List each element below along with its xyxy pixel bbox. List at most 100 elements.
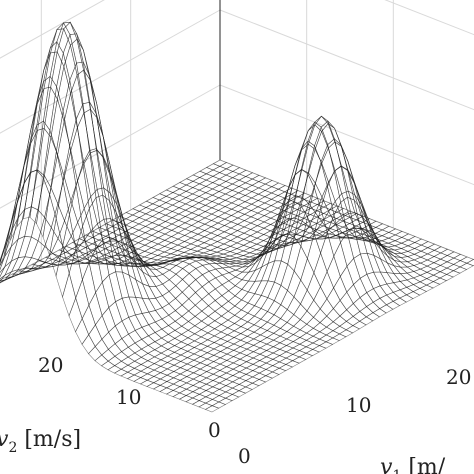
surface-patch [261, 260, 276, 282]
surface-patch [239, 355, 254, 363]
surface-patch [256, 227, 272, 235]
x-tick-label: 20 [446, 365, 471, 389]
surface-patch [23, 100, 38, 166]
surface-patch [419, 284, 434, 292]
surface-patch [222, 245, 238, 252]
surface-patch [226, 356, 241, 364]
surface-patch [170, 238, 186, 246]
y-tick-label: 0 [208, 418, 221, 442]
surface-patch [212, 165, 228, 173]
surface-patch [452, 260, 468, 268]
surface-patch [245, 172, 260, 180]
surface-patch [172, 194, 187, 202]
surface-patch [88, 291, 103, 326]
surface-patch [224, 215, 239, 223]
surface-patch [367, 221, 381, 250]
surface-patch [257, 196, 273, 204]
surface-patch [140, 360, 155, 368]
surface-patch [166, 383, 181, 391]
surface-patch [233, 346, 248, 354]
surface-patch [273, 304, 288, 319]
surface-patch [419, 265, 435, 273]
surface-patch [407, 248, 422, 255]
surface-patch [158, 221, 173, 229]
surface-patch [420, 253, 435, 261]
surface-patch [161, 314, 176, 326]
surface-patch [346, 303, 361, 317]
surface-patch [164, 229, 179, 237]
surface-patch [243, 229, 258, 237]
surface-patch [266, 332, 281, 341]
surface-patch [31, 240, 46, 261]
surface-patch [427, 243, 442, 251]
surface-patch [127, 367, 142, 376]
surface-patch [426, 256, 442, 264]
surface-patch [265, 346, 281, 354]
surface-patch [232, 377, 247, 385]
surface-patch [299, 332, 314, 341]
surface-patch [285, 341, 301, 349]
surface-patch [252, 366, 267, 374]
surface-patch [146, 369, 162, 377]
surface-patch [213, 344, 228, 352]
surface-patch [133, 356, 149, 365]
surface-patch [224, 208, 239, 216]
surface-patch [226, 343, 242, 351]
surface-patch [226, 349, 241, 357]
surface-patch [327, 170, 342, 216]
surface-patch [121, 346, 136, 358]
surface-patch [171, 213, 187, 221]
surface-patch [238, 380, 254, 388]
surface-patch [386, 282, 401, 293]
z-grid-line [219, 159, 474, 261]
surface-patch [229, 242, 245, 249]
surface-patch [201, 281, 216, 295]
surface-patch [407, 242, 423, 249]
surface-patch [182, 263, 197, 274]
surface-patch [193, 349, 208, 357]
surface-patch [326, 255, 341, 289]
surface-patch [200, 339, 215, 347]
surface-patch [205, 399, 220, 407]
surface-patch [127, 352, 142, 362]
surface-patch [138, 219, 153, 227]
surface-patch [75, 278, 90, 320]
surface-patch [237, 220, 252, 228]
surface-patch [233, 326, 249, 334]
surface-patch [225, 368, 241, 376]
surface-patch [211, 401, 227, 409]
surface-patch [332, 325, 347, 335]
surface-patch [220, 334, 235, 342]
surface-patch [198, 402, 213, 410]
surface-patch [225, 183, 240, 191]
surface-patch [158, 202, 174, 210]
surface-patch [174, 325, 189, 335]
surface-patch [160, 349, 176, 357]
surface-patch [121, 333, 136, 348]
surface-patch [81, 334, 96, 355]
surface-patch [272, 355, 287, 363]
surface-patch [139, 379, 155, 387]
surface-patch [159, 387, 174, 395]
surface-patch [171, 201, 187, 209]
surface-patch [218, 174, 234, 182]
surface-patch [258, 362, 274, 370]
surface-patch [329, 218, 344, 226]
surface-patch [215, 253, 232, 258]
surface-patch [64, 199, 79, 237]
surface-patch [359, 306, 374, 318]
surface-patch [244, 178, 260, 186]
surface-patch [250, 225, 265, 233]
surface-patch [163, 248, 179, 255]
surface-patch [232, 371, 247, 379]
x-tick-label: 10 [346, 393, 371, 417]
surface-patch [17, 235, 32, 259]
surface-patch [114, 360, 129, 370]
surface-patch [242, 247, 258, 254]
surface-patch [114, 338, 129, 352]
surface-patch [125, 214, 140, 222]
box-edge [0, 0, 220, 10]
surface-patch [272, 342, 288, 350]
surface-patch [178, 197, 194, 205]
surface-patch [127, 342, 142, 354]
